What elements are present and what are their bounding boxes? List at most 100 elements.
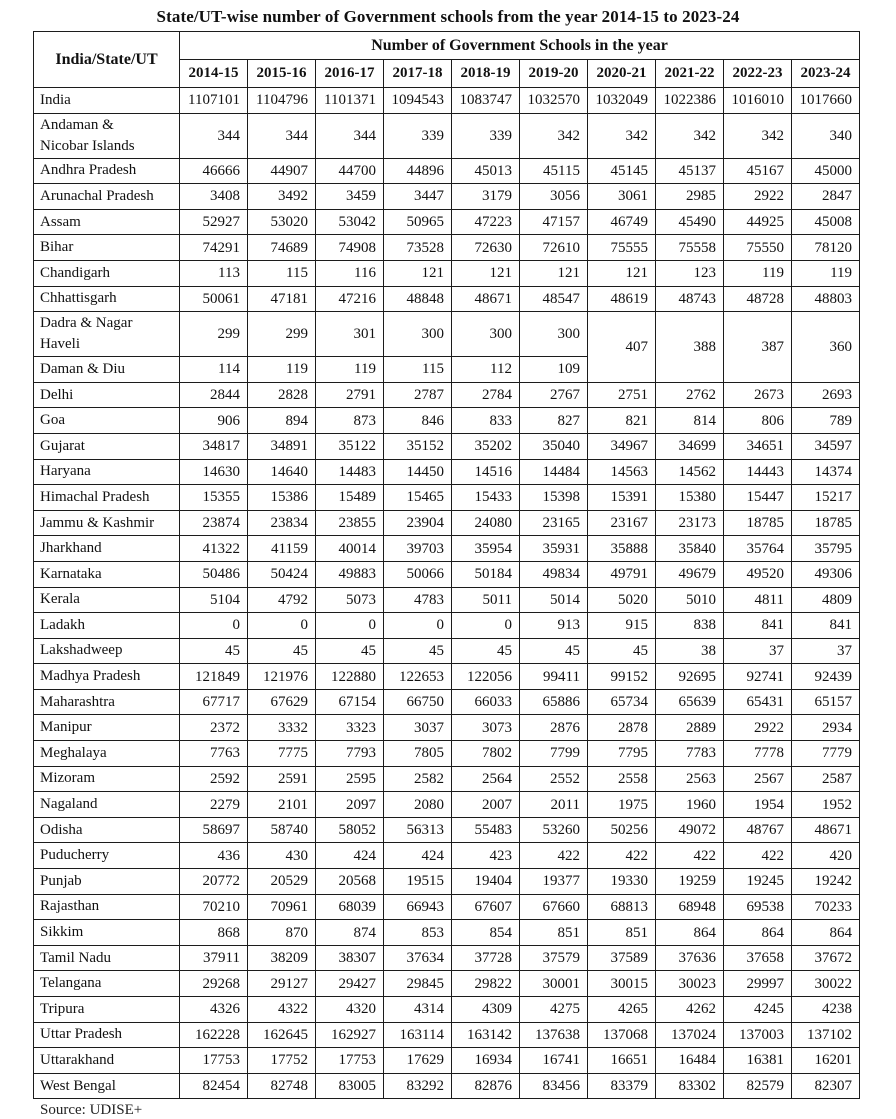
value-cell: 99411 bbox=[519, 663, 588, 690]
year-column-header: 2018-19 bbox=[451, 59, 520, 88]
value-cell: 35840 bbox=[655, 535, 724, 562]
year-column-header: 2019-20 bbox=[519, 59, 588, 88]
value-cell: 115 bbox=[247, 259, 316, 287]
state-name-cell: Meghalaya bbox=[33, 740, 180, 767]
value-cell: 19242 bbox=[790, 868, 861, 895]
value-cell: 1032570 bbox=[519, 87, 588, 114]
value-cell: 122653 bbox=[383, 663, 452, 690]
state-name-cell: Sikkim bbox=[33, 919, 180, 946]
value-cell: 52927 bbox=[179, 208, 248, 236]
value-cell: 34891 bbox=[247, 432, 316, 460]
value-cell: 342 bbox=[723, 112, 792, 159]
value-cell: 37589 bbox=[587, 944, 656, 972]
table-row: Jharkhand 41322 41159 40014 39703 35954 35931 3… bbox=[33, 535, 861, 562]
value-cell: 65886 bbox=[519, 688, 588, 716]
value-cell: 422 bbox=[587, 842, 656, 870]
value-cell: 7795 bbox=[587, 740, 656, 767]
value-cell: 3492 bbox=[247, 183, 316, 210]
value-cell: 2847 bbox=[790, 183, 861, 210]
value-cell: 16484 bbox=[655, 1047, 724, 1074]
value-cell: 1975 bbox=[587, 791, 656, 818]
value-cell: 30015 bbox=[587, 970, 656, 997]
value-cell: 873 bbox=[315, 407, 384, 434]
value-cell: 70233 bbox=[790, 893, 861, 921]
value-cell: 915 bbox=[587, 612, 656, 639]
value-cell: 66943 bbox=[383, 893, 452, 921]
table-row: Goa 906 894 873 846 833 827 821 814 806 789 bbox=[33, 407, 861, 434]
year-column-header: 2015-16 bbox=[247, 59, 316, 88]
value-cell: 2693 bbox=[790, 381, 861, 409]
value-cell: 1032049 bbox=[587, 87, 656, 114]
value-cell: 75550 bbox=[723, 234, 792, 261]
table-row: Delhi 2844 2828 2791 2787 2784 2767 2751 2762 267… bbox=[33, 381, 861, 409]
table-row: Maharashtra 67717 67629 67154 66750 66033 6588… bbox=[33, 688, 861, 716]
value-cell: 115 bbox=[383, 356, 452, 383]
value-cell: 58740 bbox=[247, 816, 316, 844]
value-cell: 48671 bbox=[451, 285, 520, 313]
value-cell: 1094543 bbox=[383, 87, 452, 114]
value-cell: 2011 bbox=[519, 791, 588, 818]
state-name-cell: Manipur bbox=[33, 714, 180, 742]
value-cell: 48728 bbox=[723, 285, 792, 313]
value-cell: 137003 bbox=[723, 1021, 792, 1049]
value-cell: 137024 bbox=[655, 1021, 724, 1049]
value-cell: 2097 bbox=[315, 791, 384, 818]
value-cell: 45013 bbox=[451, 157, 520, 185]
value-cell: 3459 bbox=[315, 183, 384, 210]
state-name-cell: Daman & Diu bbox=[33, 356, 180, 383]
state-name-cell: Ladakh bbox=[33, 612, 180, 639]
value-cell: 3408 bbox=[179, 183, 248, 210]
value-cell: 20529 bbox=[247, 868, 316, 895]
year-column-header: 2020-21 bbox=[587, 59, 656, 88]
value-cell: 44925 bbox=[723, 208, 792, 236]
table-row: West Bengal 82454 82748 83005 83292 82876 8345… bbox=[33, 1072, 861, 1100]
state-name-cell: Himachal Pradesh bbox=[33, 484, 180, 511]
value-cell: 30022 bbox=[790, 970, 861, 997]
value-cell: 3037 bbox=[383, 714, 452, 742]
value-cell: 2828 bbox=[247, 381, 316, 409]
value-cell: 4262 bbox=[655, 996, 724, 1023]
value-cell: 2564 bbox=[451, 765, 520, 793]
value-cell: 75555 bbox=[587, 234, 656, 261]
value-cell: 2878 bbox=[587, 714, 656, 742]
value-cell: 16201 bbox=[790, 1047, 861, 1074]
value-cell: 15391 bbox=[587, 484, 656, 511]
value-cell: 19404 bbox=[451, 868, 520, 895]
value-cell: 344 bbox=[247, 112, 316, 159]
value-cell: 339 bbox=[451, 112, 520, 159]
value-cell: 20568 bbox=[315, 868, 384, 895]
value-cell: 3056 bbox=[519, 183, 588, 210]
value-cell: 68813 bbox=[587, 893, 656, 921]
state-name-cell: Nagaland bbox=[33, 791, 180, 818]
value-cell: 2372 bbox=[179, 714, 248, 742]
value-cell: 45115 bbox=[519, 157, 588, 185]
table-row: Tripura 4326 4322 4320 4314 4309 4275 4265 4262 4… bbox=[33, 996, 861, 1023]
value-cell: 4265 bbox=[587, 996, 656, 1023]
table-row: Uttar Pradesh 162228 162645 162927 163114 163… bbox=[33, 1021, 861, 1049]
table-row: Haryana 14630 14640 14483 14450 14516 14484 145… bbox=[33, 458, 861, 486]
value-cell: 45 bbox=[519, 637, 588, 665]
value-cell: 49306 bbox=[790, 560, 861, 588]
value-cell: 15386 bbox=[247, 484, 316, 511]
value-cell: 7779 bbox=[790, 740, 861, 767]
value-cell: 45 bbox=[587, 637, 656, 665]
value-cell: 1954 bbox=[723, 791, 792, 818]
table-row: Punjab 20772 20529 20568 19515 19404 19377 1933… bbox=[33, 868, 861, 895]
value-cell: 789 bbox=[790, 407, 861, 434]
value-cell: 162927 bbox=[315, 1021, 384, 1049]
value-cell: 300 bbox=[519, 311, 588, 358]
value-cell: 7793 bbox=[315, 740, 384, 767]
value-cell: 14450 bbox=[383, 458, 452, 486]
value-cell: 70961 bbox=[247, 893, 316, 921]
value-cell: 35202 bbox=[451, 432, 520, 460]
value-cell: 340 bbox=[790, 112, 861, 159]
table-row: Odisha 58697 58740 58052 56313 55483 53260 5025… bbox=[33, 816, 861, 844]
value-cell: 67717 bbox=[179, 688, 248, 716]
value-cell: 5020 bbox=[587, 586, 656, 614]
value-cell: 83379 bbox=[587, 1072, 656, 1100]
value-cell: 47181 bbox=[247, 285, 316, 313]
value-cell: 82748 bbox=[247, 1072, 316, 1100]
state-name-cell: Odisha bbox=[33, 816, 180, 844]
value-cell: 24080 bbox=[451, 509, 520, 537]
value-cell: 913 bbox=[519, 612, 588, 639]
